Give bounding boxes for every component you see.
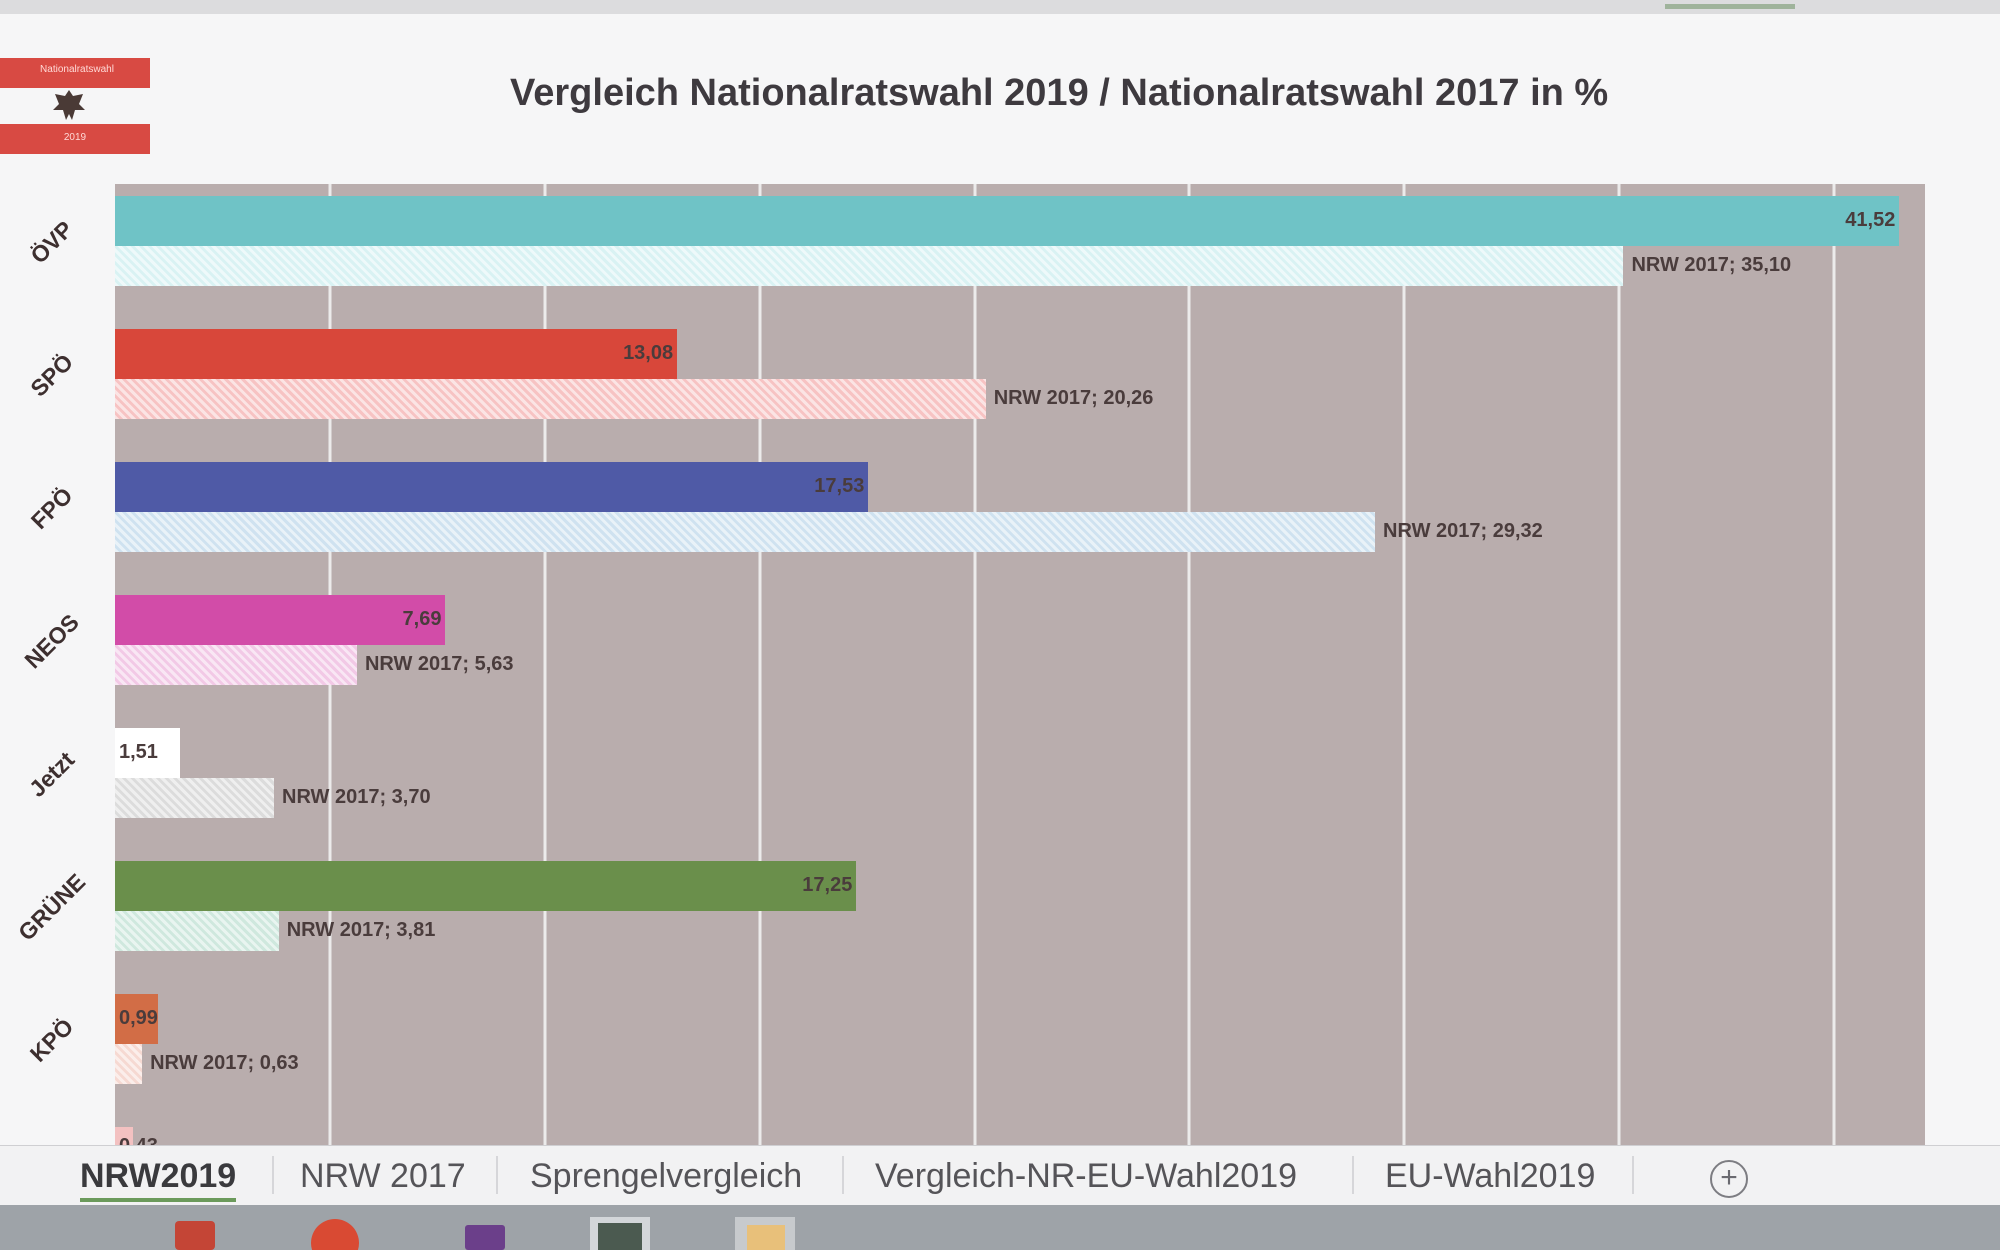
category-label: Jetzt — [23, 746, 80, 802]
bar-2019-grüne[interactable] — [115, 861, 857, 911]
tab-vergleich-nr-eu-wahl2019[interactable]: Vergleich-NR-EU-Wahl2019 — [875, 1157, 1298, 1195]
eagle-icon — [53, 90, 85, 120]
category-label: GRÜNE — [13, 868, 91, 946]
bar-2017-fpö[interactable] — [115, 512, 1376, 552]
category-label: NEOS — [19, 608, 84, 674]
category-label: KPÖ — [24, 1013, 79, 1067]
data-label-2019: 0,99 — [119, 1007, 158, 1029]
tab-sprengelvergleich[interactable]: Sprengelvergleich — [530, 1157, 803, 1195]
taskbar — [0, 1205, 2000, 1250]
bar-2017-neos[interactable] — [115, 645, 357, 685]
data-label-2019: 17,25 — [802, 874, 853, 896]
sheet-tab-bar: NRW2019 NRW 2017 Sprengelvergleich Vergl… — [0, 1145, 2000, 1206]
bar-2019-fpö[interactable] — [115, 462, 869, 512]
bar-2019-övp[interactable] — [115, 196, 1900, 246]
data-label-2017: NRW 2017; 3,81 — [286, 919, 436, 941]
data-label-2017: NRW 2017; 3,70 — [282, 786, 431, 808]
data-label-2019: 41,52 — [1845, 209, 1896, 231]
powerpoint-icon[interactable] — [165, 1217, 225, 1250]
data-label-2017: NRW 2017; 0,63 — [150, 1052, 299, 1074]
bar-2019-spö[interactable] — [115, 329, 678, 379]
bar-2017-övp[interactable] — [115, 246, 1624, 286]
data-label-2017: NRW 2017; 29,32 — [1383, 520, 1543, 542]
add-sheet-button[interactable]: + — [1710, 1160, 1748, 1198]
category-label: FPÖ — [25, 482, 78, 535]
bar-2017-kpö[interactable] — [115, 1044, 143, 1084]
tab-nrw-2017[interactable]: NRW 2017 — [300, 1157, 466, 1195]
onenote-icon[interactable] — [455, 1217, 515, 1250]
category-label: ÖVP — [25, 215, 79, 269]
data-label-2019: 1,51 — [119, 741, 158, 763]
data-label-2017: NRW 2017; 5,63 — [364, 653, 514, 675]
bar-2017-grüne[interactable] — [115, 911, 279, 951]
excel-icon[interactable] — [590, 1217, 650, 1250]
election-logo: Nationalratswahl 2019 — [0, 54, 150, 154]
logo-text: Nationalratswahl — [40, 64, 114, 75]
data-label-2019: 7,69 — [402, 608, 442, 630]
tab-eu-wahl2019[interactable]: EU-Wahl2019 — [1385, 1157, 1596, 1195]
logo-year: 2019 — [63, 132, 87, 143]
category-label: SPÖ — [25, 348, 79, 402]
data-label-2017: NRW 2017; 20,26 — [993, 387, 1154, 409]
bar-2017-jetzt[interactable] — [115, 778, 274, 818]
file-explorer-icon[interactable] — [735, 1217, 795, 1250]
bar-2019-neos[interactable] — [115, 595, 446, 645]
active-indicator — [1665, 4, 1795, 9]
bar-2017-spö[interactable] — [115, 379, 986, 419]
chrome-icon[interactable] — [305, 1217, 365, 1250]
title-bar-strip — [0, 0, 2000, 14]
bar-2019-kpö[interactable] — [115, 994, 158, 1044]
chart-plot-area: 41,52 NRW 2017; 35,10 13,08 NRW 2017; 20,26… — [115, 184, 1925, 1167]
tab-nrw2019[interactable]: NRW2019 — [80, 1154, 237, 1202]
data-label-2019: 13,08 — [623, 342, 674, 364]
data-label-2017: NRW 2017; 35,10 — [1631, 254, 1792, 276]
data-label-2019: 17,53 — [814, 475, 865, 497]
worksheet: Nationalratswahl 2019 Vergleich National… — [0, 14, 2000, 1167]
bar-2019-jetzt[interactable] — [115, 728, 180, 778]
chart-title: Vergleich Nationalratswahl 2019 / Nation… — [510, 72, 1609, 114]
